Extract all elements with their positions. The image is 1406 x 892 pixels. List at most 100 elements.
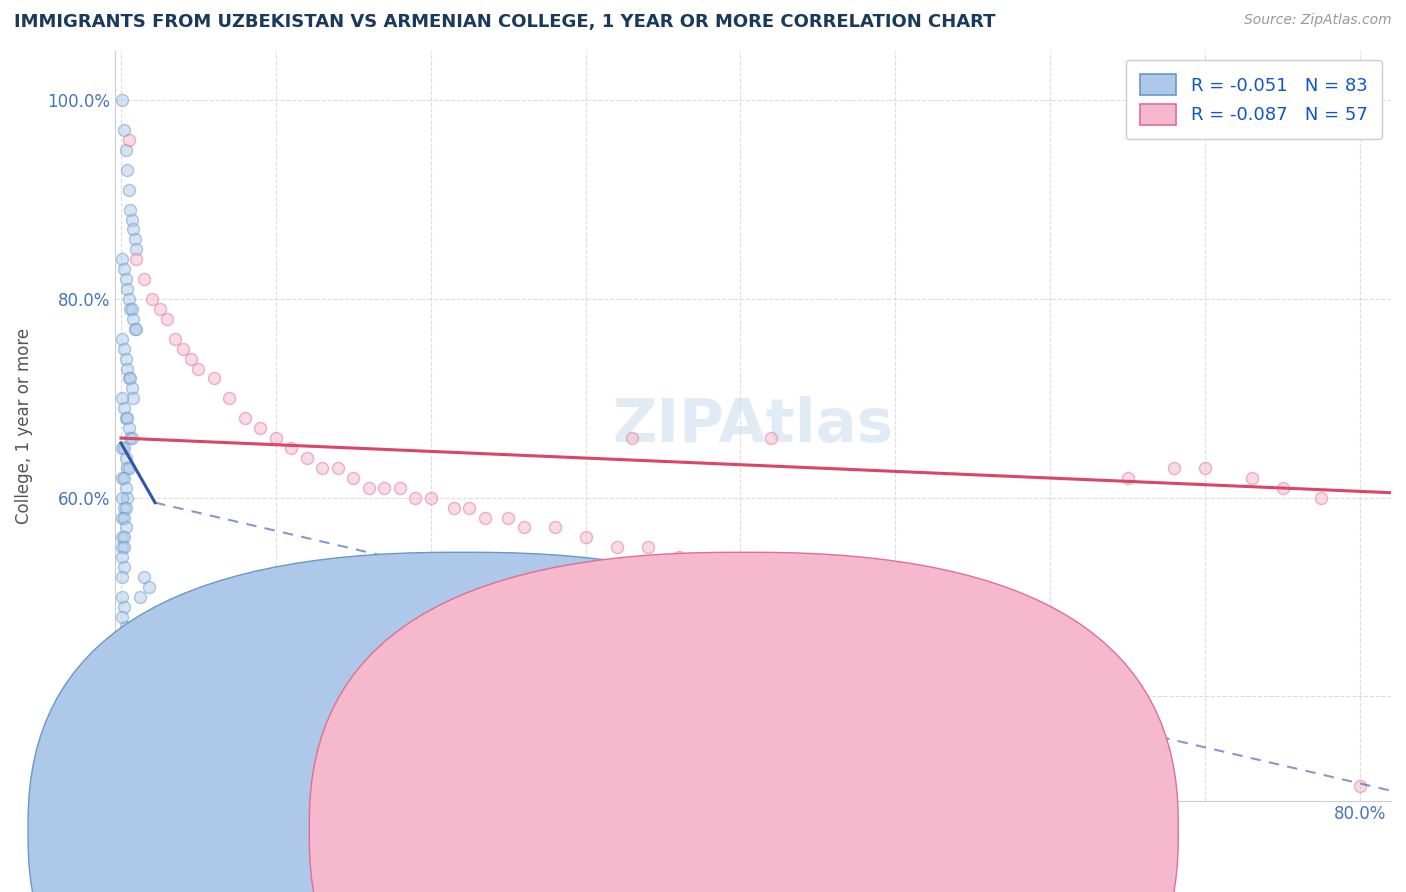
Point [125, 252, 148, 267]
Point [125, 322, 148, 336]
Point [111, 610, 134, 624]
Point [118, 133, 141, 147]
Point [111, 669, 134, 683]
Point [342, 471, 364, 485]
Point [122, 392, 145, 406]
Point [114, 620, 136, 634]
Point [474, 510, 496, 524]
Point [115, 162, 138, 177]
Point [121, 381, 143, 395]
Point [443, 500, 465, 515]
Point [112, 262, 135, 277]
Text: Armenians: Armenians [770, 825, 859, 844]
Point [621, 431, 644, 445]
Point [111, 640, 134, 654]
Point [111, 550, 134, 565]
Point [1008, 610, 1031, 624]
Point [112, 541, 135, 555]
Point [118, 461, 141, 475]
Point [114, 450, 136, 465]
Text: ZIPAtlas: ZIPAtlas [612, 396, 893, 455]
Point [357, 481, 380, 495]
Point [575, 530, 598, 544]
Point [699, 560, 721, 574]
Text: IMMIGRANTS FROM UZBEKISTAN VS ARMENIAN COLLEGE, 1 YEAR OR MORE CORRELATION CHART: IMMIGRANTS FROM UZBEKISTAN VS ARMENIAN C… [14, 13, 995, 31]
Point [120, 301, 142, 316]
Point [111, 510, 134, 524]
Point [112, 779, 135, 793]
Point [112, 560, 135, 574]
Y-axis label: College, 1 year or more: College, 1 year or more [15, 327, 32, 524]
Point [122, 311, 145, 326]
Point [388, 481, 411, 495]
Point [111, 491, 134, 505]
Point [112, 500, 135, 515]
Point [111, 789, 134, 803]
Point [112, 441, 135, 455]
Point [134, 570, 156, 584]
Point [853, 580, 876, 594]
Point [1271, 481, 1294, 495]
Point [114, 411, 136, 425]
Point [114, 272, 136, 286]
Point [120, 202, 142, 217]
Point [512, 520, 534, 534]
Point [111, 471, 134, 485]
Point [138, 580, 160, 594]
Point [1194, 461, 1216, 475]
Point [112, 739, 135, 753]
Point [111, 93, 134, 107]
Point [111, 530, 134, 544]
Point [1348, 779, 1371, 793]
Point [111, 541, 134, 555]
Point [114, 769, 136, 783]
Point [165, 332, 187, 346]
Point [121, 301, 143, 316]
Point [114, 709, 136, 723]
Point [202, 371, 225, 385]
Point [761, 431, 783, 445]
Point [977, 599, 1000, 614]
Point [112, 510, 135, 524]
Point [112, 719, 135, 733]
Point [112, 599, 135, 614]
Point [114, 481, 136, 495]
Point [823, 580, 845, 594]
Point [112, 690, 135, 704]
Point [121, 431, 143, 445]
Point [111, 729, 134, 743]
Point [124, 232, 146, 246]
Point [187, 361, 209, 376]
Point [218, 392, 240, 406]
Point [111, 690, 134, 704]
Point [114, 500, 136, 515]
Point [115, 411, 138, 425]
Point [180, 351, 202, 366]
Point [1039, 620, 1062, 634]
Point [121, 212, 143, 227]
Text: Source: ZipAtlas.com: Source: ZipAtlas.com [1244, 13, 1392, 28]
Point [264, 431, 287, 445]
Point [134, 272, 156, 286]
Point [1070, 630, 1092, 644]
Point [496, 510, 519, 524]
Point [112, 630, 135, 644]
Point [112, 659, 135, 673]
Point [111, 332, 134, 346]
Point [114, 520, 136, 534]
Point [115, 282, 138, 296]
Point [761, 570, 783, 584]
Point [114, 143, 136, 157]
Point [115, 739, 138, 753]
Point [373, 481, 395, 495]
Point [115, 649, 138, 664]
Point [1240, 471, 1263, 485]
Point [114, 351, 136, 366]
Point [125, 243, 148, 257]
Point [543, 520, 565, 534]
Point [249, 421, 271, 435]
Point [172, 342, 194, 356]
Point [111, 759, 134, 773]
Point [730, 560, 752, 574]
Point [118, 371, 141, 385]
